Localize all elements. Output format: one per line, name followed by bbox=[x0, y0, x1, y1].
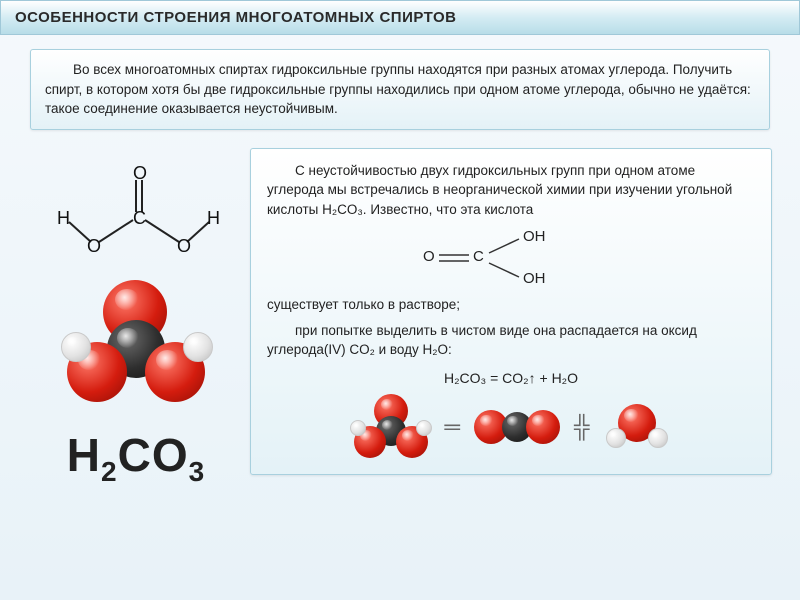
para-1: С неустойчивостью двух гидроксильных гру… bbox=[267, 161, 755, 220]
atom-o-l: O bbox=[87, 236, 101, 257]
svg-text:O: O bbox=[423, 248, 435, 265]
svg-text:OH: OH bbox=[523, 270, 546, 287]
svg-text:C: C bbox=[473, 248, 484, 265]
equation-models-row: ═ ╬ bbox=[267, 394, 755, 460]
molecule-model-h2co3 bbox=[61, 280, 211, 410]
inline-structural-formula: O C OH OH bbox=[417, 225, 755, 293]
atom-c: C bbox=[133, 208, 146, 229]
atom-o-r: O bbox=[177, 236, 191, 257]
structural-formula: O C O O H H bbox=[51, 160, 221, 270]
equals-icon: ═ bbox=[444, 411, 460, 443]
atom-h-r: H bbox=[207, 208, 220, 229]
atom-o-top: O bbox=[133, 163, 147, 184]
lower-section: O C O O H H H2CO3 С неустойчивостью двух… bbox=[0, 148, 800, 488]
formula-large: H2CO3 bbox=[67, 428, 205, 488]
atom-h-l: H bbox=[57, 208, 70, 229]
para-2: существует только в растворе; bbox=[267, 295, 755, 315]
left-column: O C O O H H H2CO3 bbox=[0, 148, 250, 488]
plus-icon: ╬ bbox=[574, 411, 590, 443]
para-3: при попытке выделить в чистом виде она р… bbox=[267, 321, 755, 360]
model-h2o bbox=[604, 394, 670, 460]
svg-text:OH: OH bbox=[523, 228, 546, 245]
decomposition-equation: H₂CO₃ = CO₂↑ + H₂O bbox=[267, 368, 755, 388]
explanation-box: С неустойчивостью двух гидроксильных гру… bbox=[250, 148, 772, 475]
model-h2co3-small bbox=[352, 394, 430, 460]
model-co2 bbox=[474, 394, 560, 460]
intro-text-box: Во всех многоатомных спиртах гидроксильн… bbox=[30, 49, 770, 130]
page-title: ОСОБЕННОСТИ СТРОЕНИЯ МНОГОАТОМНЫХ СПИРТО… bbox=[0, 0, 800, 35]
right-column: С неустойчивостью двух гидроксильных гру… bbox=[250, 148, 800, 488]
intro-text: Во всех многоатомных спиртах гидроксильн… bbox=[45, 62, 751, 116]
